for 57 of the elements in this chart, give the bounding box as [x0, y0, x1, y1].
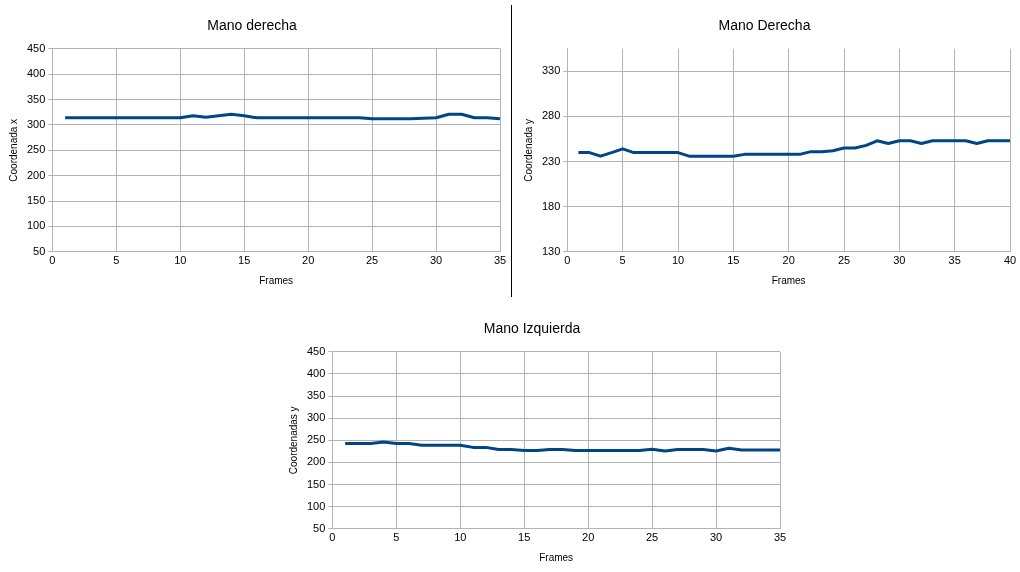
- y-tick-label: 130: [541, 244, 561, 257]
- x-tick-label: 5: [113, 254, 120, 267]
- x-tick-label: 20: [582, 531, 595, 544]
- x-tick-label: 35: [493, 254, 507, 267]
- x-tick-label: 15: [518, 531, 531, 544]
- x-tick-label: 20: [782, 254, 795, 267]
- chart-title: Mano Izquierda: [483, 320, 581, 337]
- x-tick-label: 0: [49, 254, 56, 267]
- x-tick-label: 25: [645, 531, 659, 544]
- x-tick-label: 0: [329, 531, 336, 544]
- y-tick-label: 100: [306, 499, 326, 512]
- x-axis-title: Frames: [259, 274, 294, 286]
- y-axis-title: Coordenada y: [522, 118, 534, 182]
- chart-title: Mano Derecha: [718, 17, 811, 34]
- y-tick-label: 150: [306, 477, 326, 490]
- y-tick-label: 50: [33, 244, 46, 257]
- x-tick-label: 15: [727, 254, 740, 267]
- y-tick-label: 150: [26, 194, 46, 207]
- x-tick-label: 30: [709, 531, 723, 544]
- x-tick-label: 25: [365, 254, 379, 267]
- x-tick-label: 5: [393, 531, 400, 544]
- y-tick-label: 100: [26, 219, 46, 232]
- y-tick-label: 250: [306, 433, 326, 446]
- x-tick-label: 35: [948, 254, 961, 267]
- y-tick-label: 50: [313, 521, 326, 534]
- x-tick-label: 20: [302, 254, 315, 267]
- y-tick-label: 280: [541, 109, 561, 122]
- y-tick-label: 330: [541, 64, 561, 77]
- y-tick-label: 400: [26, 67, 46, 80]
- x-tick-label: 40: [1003, 254, 1017, 267]
- y-tick-label: 350: [306, 389, 326, 402]
- x-tick-label: 15: [238, 254, 251, 267]
- y-axis-title: Coordenadas y: [287, 406, 299, 475]
- y-tick-label: 450: [306, 344, 326, 357]
- x-tick-label: 10: [454, 531, 467, 544]
- y-tick-label: 300: [306, 411, 326, 424]
- x-axis-title: Frames: [771, 274, 806, 286]
- x-tick-label: 10: [671, 254, 685, 267]
- x-tick-label: 5: [619, 254, 626, 267]
- y-tick-label: 180: [541, 199, 561, 212]
- x-tick-label: 0: [564, 254, 571, 267]
- y-tick-label: 200: [306, 455, 326, 468]
- y-tick-label: 300: [26, 117, 46, 130]
- y-tick-label: 450: [26, 41, 46, 54]
- y-tick-label: 230: [541, 154, 561, 167]
- x-tick-label: 25: [837, 254, 851, 267]
- y-tick-label: 350: [26, 92, 46, 105]
- x-tick-label: 35: [773, 531, 787, 544]
- y-tick-label: 400: [306, 366, 326, 379]
- y-tick-label: 250: [26, 143, 46, 156]
- chart-title: Mano derecha: [207, 17, 297, 34]
- y-tick-label: 200: [26, 168, 46, 181]
- x-tick-label: 30: [429, 254, 443, 267]
- x-tick-label: 10: [174, 254, 187, 267]
- y-axis-title: Coordenada x: [7, 118, 19, 182]
- x-tick-label: 30: [893, 254, 906, 267]
- x-axis-title: Frames: [539, 551, 574, 563]
